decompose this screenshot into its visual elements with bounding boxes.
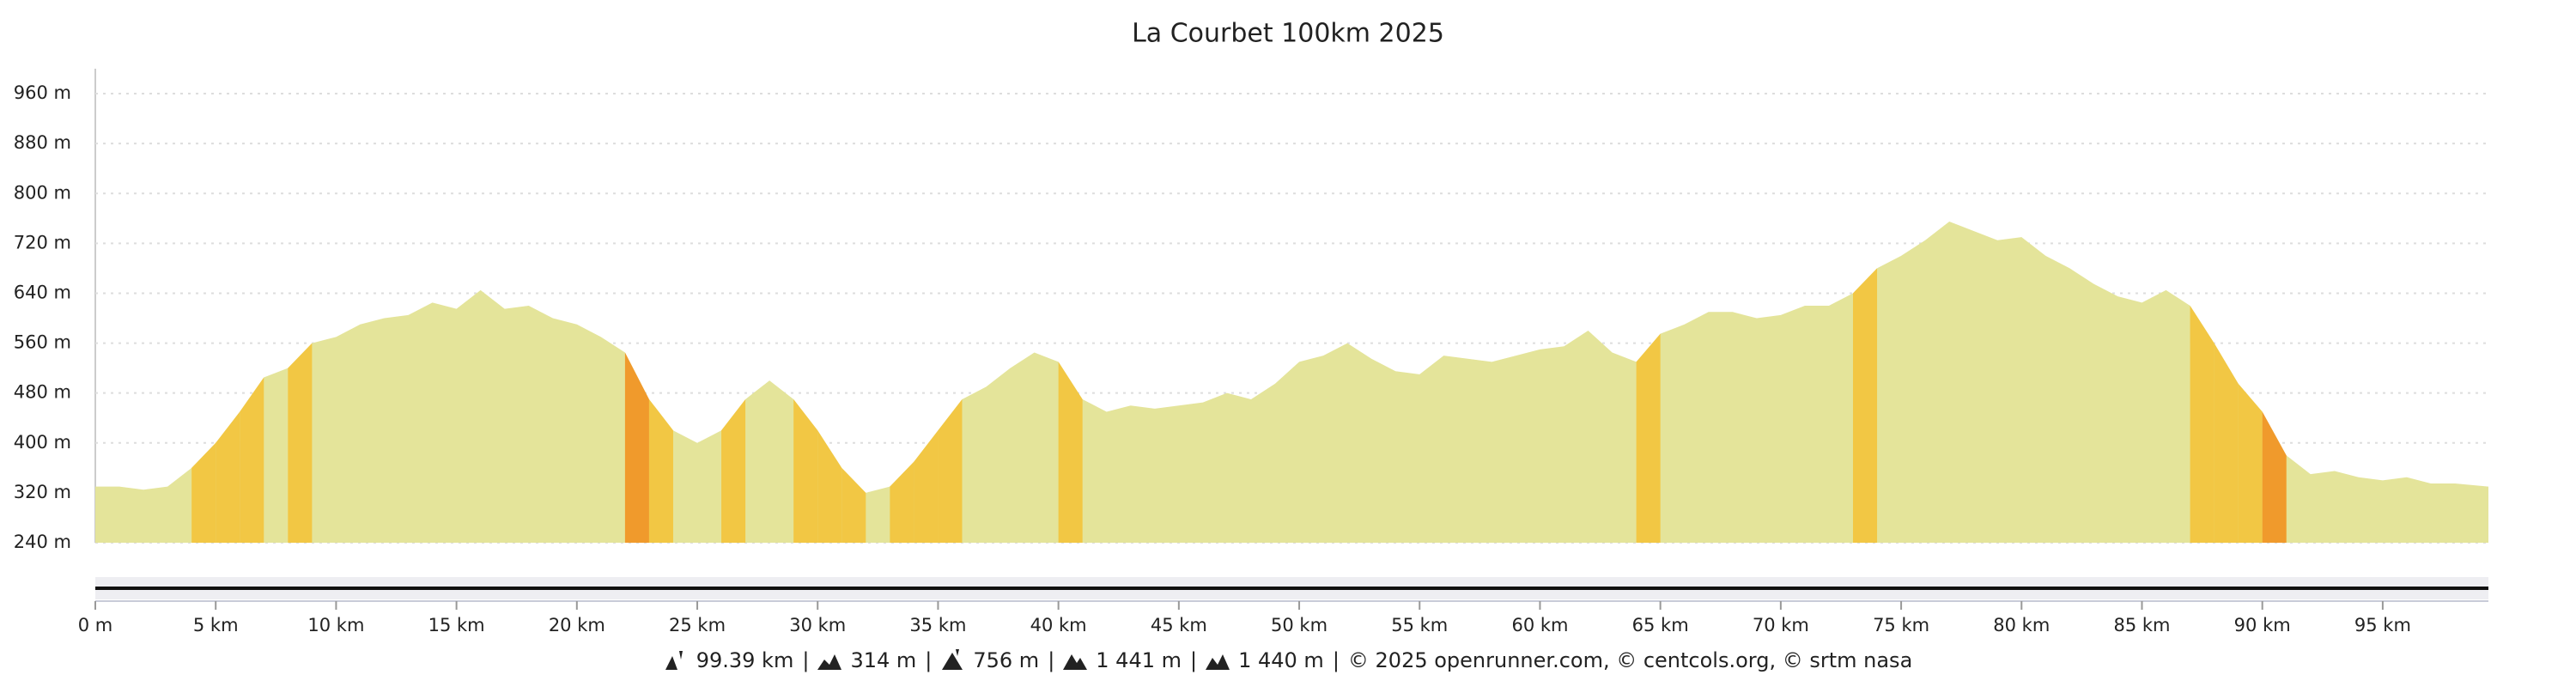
stat: 99.39 km — [696, 648, 794, 672]
elevation-area — [95, 221, 2488, 543]
x-tick-label: 20 km — [549, 615, 605, 635]
y-tick-label: 640 m — [14, 282, 71, 302]
x-tick-label: 45 km — [1151, 615, 1207, 635]
x-tick-label: 40 km — [1030, 615, 1087, 635]
x-tick-label: 75 km — [1873, 615, 1929, 635]
slope-segment — [216, 411, 240, 543]
slope-segment — [648, 398, 673, 543]
x-tick-label: 30 km — [789, 615, 846, 635]
icon-min — [817, 654, 842, 670]
slope-segment — [288, 343, 313, 543]
y-tick-label: 800 m — [14, 182, 71, 203]
slope-segment — [793, 398, 818, 543]
separator: | — [1332, 648, 1340, 672]
icon-max — [942, 649, 963, 670]
x-tick-label: 55 km — [1391, 615, 1448, 635]
x-tick-label: 35 km — [909, 615, 966, 635]
slope-segment — [841, 467, 866, 543]
credits: © 2025 openrunner.com, © centcols.org, ©… — [1347, 648, 1913, 672]
slope-segment — [1852, 268, 1878, 543]
slope-segment — [938, 398, 963, 543]
icon-descent — [1206, 654, 1230, 670]
chart-title: La Courbet 100km 2025 — [1132, 19, 1444, 49]
y-tick-label: 320 m — [14, 482, 71, 502]
slope-segment — [914, 430, 939, 543]
x-tick-label: 10 km — [307, 615, 364, 635]
slope-segment — [1636, 333, 1661, 543]
stat: 756 m — [973, 648, 1040, 672]
x-tick-label: 25 km — [669, 615, 726, 635]
x-tick-label: 50 km — [1271, 615, 1327, 635]
x-tick-label: 15 km — [428, 615, 485, 635]
stat: 1 441 m — [1096, 648, 1182, 672]
slope-segment — [2238, 383, 2263, 543]
slope-segment — [2214, 343, 2239, 543]
slope-segment — [1058, 362, 1083, 543]
stat: 314 m — [850, 648, 917, 672]
slope-segment — [817, 430, 842, 543]
slope-segment — [624, 352, 649, 543]
slope-segment — [721, 398, 746, 543]
chart: La Courbet 100km 2025 240 m 320 m 400 m 480… — [14, 19, 2488, 635]
y-tick-label: 480 m — [14, 382, 71, 403]
x-tick-label: 65 km — [1632, 615, 1689, 635]
y-tick-label: 240 m — [14, 532, 71, 552]
x-tick-label: 85 km — [2113, 615, 2170, 635]
slope-segment — [240, 377, 264, 543]
footer: 99.39 km | 314 m | 756 m | 1 441 m | 1 440 m… — [0, 648, 2576, 672]
x-tick-label: 5 km — [193, 615, 239, 635]
x-tick-label: 95 km — [2354, 615, 2411, 635]
icon-distance — [665, 651, 683, 670]
separator: | — [1048, 648, 1055, 672]
x-tick-label: 90 km — [2234, 615, 2291, 635]
x-tick-label: 70 km — [1753, 615, 1809, 635]
x-tick-label: 80 km — [1993, 615, 2050, 635]
x-tick-label: 60 km — [1511, 615, 1568, 635]
separator: | — [802, 648, 810, 672]
y-tick-label: 720 m — [14, 232, 71, 252]
icon-ascent — [1063, 654, 1088, 670]
y-tick-label: 880 m — [14, 132, 71, 153]
slope-segment — [2190, 306, 2215, 543]
y-tick-label: 400 m — [14, 432, 71, 453]
separator: | — [925, 648, 933, 672]
separator: | — [1190, 648, 1198, 672]
slope-segment — [890, 461, 914, 543]
y-tick-label: 560 m — [14, 332, 71, 353]
y-tick-label: 960 m — [14, 82, 71, 103]
x-tick-label: 0 m — [78, 615, 113, 635]
slope-segment — [2262, 411, 2287, 543]
slope-segment — [191, 442, 216, 543]
stat: 1 440 m — [1238, 648, 1324, 672]
